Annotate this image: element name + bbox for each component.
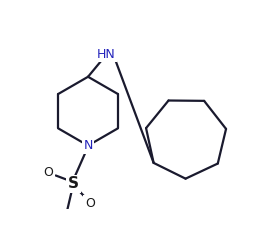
Text: HN: HN [97,48,116,61]
Text: S: S [68,176,79,191]
Text: O: O [43,166,53,179]
Text: N: N [83,139,93,152]
Text: O: O [85,196,95,209]
